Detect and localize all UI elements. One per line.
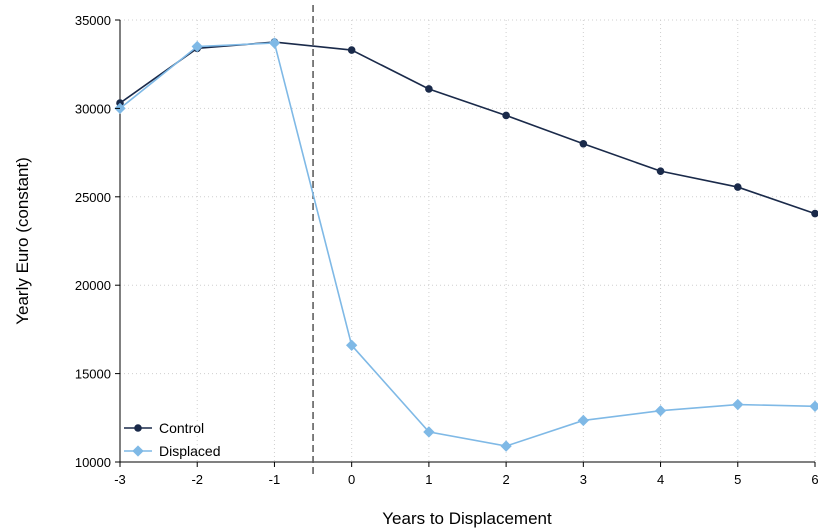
x-tick-label: 6 bbox=[811, 472, 818, 487]
series bbox=[114, 37, 818, 452]
y-tick-label: 35000 bbox=[75, 13, 111, 28]
x-tick-label: 5 bbox=[734, 472, 741, 487]
x-tick-label: -1 bbox=[269, 472, 281, 487]
legend-control-marker bbox=[134, 424, 142, 432]
data-point-displaced bbox=[809, 400, 818, 412]
y-tick-label: 20000 bbox=[75, 278, 111, 293]
y-tick-label: 25000 bbox=[75, 190, 111, 205]
data-point-displaced bbox=[191, 40, 203, 53]
data-point-control bbox=[579, 139, 588, 148]
data-point-displaced bbox=[577, 414, 589, 427]
data-point-control bbox=[811, 209, 818, 218]
x-axis-title: Years to Displacement bbox=[382, 509, 552, 528]
legend-displaced-marker bbox=[132, 445, 144, 457]
grid bbox=[119, 19, 816, 463]
data-point-control bbox=[656, 167, 665, 175]
x-tick-label: -3 bbox=[114, 472, 126, 487]
series-control bbox=[116, 38, 818, 218]
legend-control-label: Control bbox=[159, 420, 204, 436]
data-point-displaced bbox=[423, 426, 435, 438]
x-tick-label: -2 bbox=[191, 472, 203, 487]
series-line-displaced bbox=[119, 42, 816, 447]
x-tick-label: 1 bbox=[425, 472, 432, 487]
legend: Control Displaced bbox=[124, 420, 220, 459]
legend-displaced-label: Displaced bbox=[159, 443, 220, 459]
x-tick-label: 3 bbox=[580, 472, 587, 487]
data-point-control bbox=[502, 111, 510, 120]
y-tick-label: 10000 bbox=[75, 455, 111, 470]
y-tick-label: 15000 bbox=[75, 367, 111, 382]
series-line-control bbox=[119, 41, 816, 215]
y-tick-label: 30000 bbox=[75, 101, 111, 116]
data-point-displaced bbox=[732, 398, 744, 411]
y-axis-title: Yearly Euro (constant) bbox=[13, 157, 32, 325]
data-point-displaced bbox=[500, 440, 512, 452]
data-point-displaced bbox=[268, 37, 281, 49]
data-point-control bbox=[425, 85, 433, 93]
x-tick-label: 4 bbox=[657, 472, 664, 487]
data-point-displaced bbox=[654, 405, 667, 417]
axes bbox=[119, 20, 815, 463]
data-point-control bbox=[733, 183, 742, 191]
ticks: -3 -2 -1 0 1 2 3 4 5 6 10000 15000 20000 25000 30000 35… bbox=[75, 13, 818, 487]
data-point-control bbox=[347, 46, 356, 54]
data-point-displaced bbox=[346, 339, 358, 351]
series-displaced bbox=[114, 37, 818, 452]
x-tick-label: 0 bbox=[348, 472, 355, 487]
x-tick-label: 2 bbox=[502, 472, 509, 487]
